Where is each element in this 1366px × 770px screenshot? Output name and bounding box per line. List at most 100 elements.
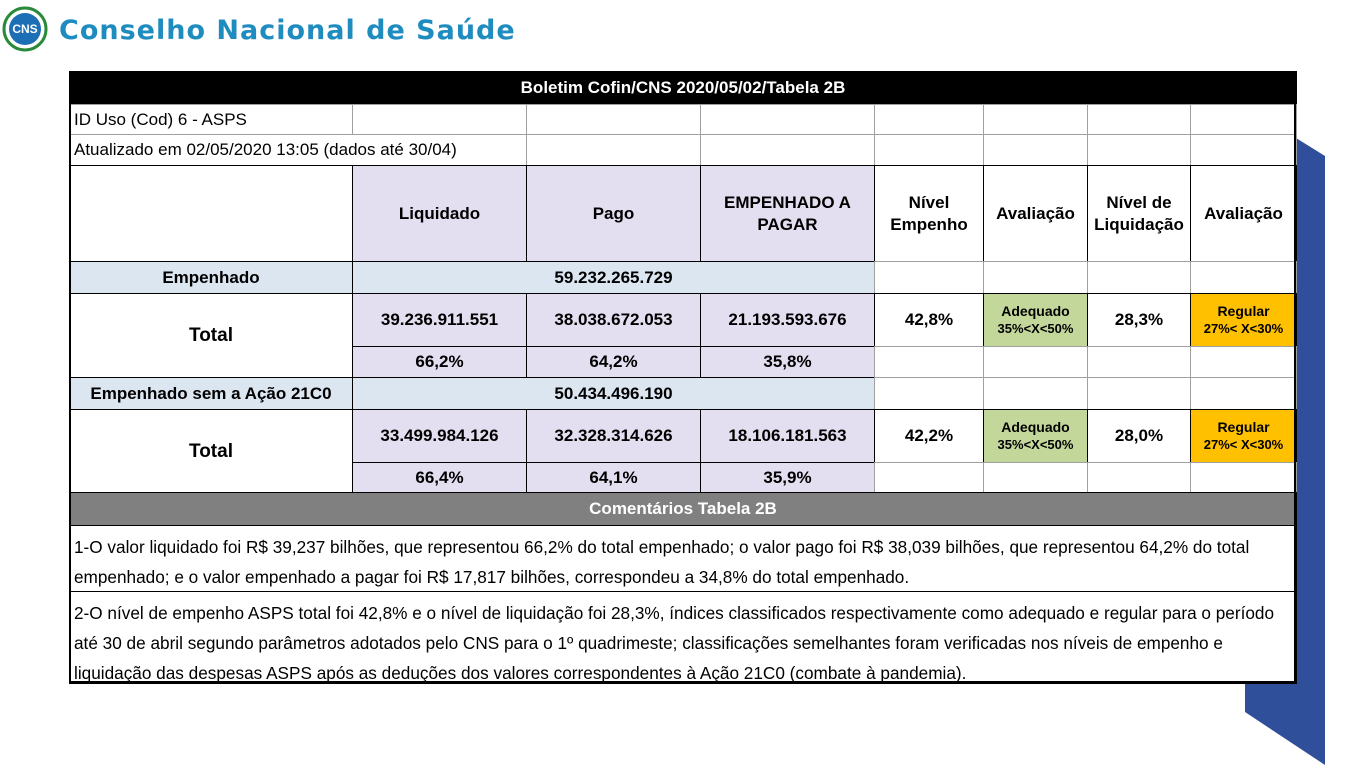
cell-text: 39.236.911.551 xyxy=(380,310,499,330)
cell-text: 35,8% xyxy=(763,352,812,372)
header-title: Conselho Nacional de Saúde xyxy=(59,15,516,46)
section-label: Empenhado sem a Ação 21C0 xyxy=(69,377,353,410)
empty-cell xyxy=(526,104,701,135)
cell-text: Empenhado sem a Ação 21C0 xyxy=(90,383,332,403)
cell-text: 27%< X<30% xyxy=(1203,436,1284,452)
empty-cell xyxy=(874,104,984,135)
cell-text: 66,4% xyxy=(415,468,464,488)
cell-text: Adequado xyxy=(1001,419,1070,436)
column-header: Avaliação xyxy=(1190,165,1297,262)
section-label: Empenhado xyxy=(69,261,353,294)
cell-text: 64,2% xyxy=(589,352,638,372)
empty-cell xyxy=(874,134,984,166)
logo-text: CNS xyxy=(12,22,37,36)
percent: 66,2% xyxy=(352,346,527,378)
cell-text: Nível Empenho xyxy=(890,193,968,234)
empenhado-value: 59.232.265.729 xyxy=(352,261,875,294)
value: 33.499.984.126 xyxy=(352,409,527,463)
logo-disc xyxy=(9,13,41,45)
percent: 35,8% xyxy=(700,346,875,378)
column-header: Nível de Liquidação xyxy=(1087,165,1191,262)
cell-text: Adequado xyxy=(1001,303,1070,320)
cell-text: Total xyxy=(189,440,233,462)
value: 32.328.314.626 xyxy=(526,409,701,463)
empty-cell xyxy=(526,134,701,166)
empty-cell xyxy=(983,104,1088,135)
cell-text: 18.106.181.563 xyxy=(728,426,847,446)
cell-text: 2-O nível de empenho ASPS total foi 42,8… xyxy=(74,603,1275,683)
cell-text: 59.232.265.729 xyxy=(554,267,673,287)
column-header: Liquidado xyxy=(352,165,527,262)
column-header: Pago xyxy=(526,165,701,262)
cell-text: Empenhado xyxy=(162,267,260,287)
empty-cell xyxy=(1087,104,1191,135)
avaliacao: Adequado 35%<X<50% xyxy=(983,409,1088,463)
value: 38.038.672.053 xyxy=(526,293,701,347)
cell-text: ID Uso (Cod) 6 - ASPS xyxy=(74,109,247,129)
cell-text: Nível de Liquidação xyxy=(1094,193,1184,234)
percent: 64,2% xyxy=(526,346,701,378)
cell-text: EMPENHADO A PAGAR xyxy=(724,193,851,234)
cell-text: 38.038.672.053 xyxy=(554,310,673,330)
cell-text: 42,2% xyxy=(904,426,954,446)
empty-cell xyxy=(1190,346,1297,378)
empty-cell xyxy=(1087,462,1191,494)
empty-cell xyxy=(1190,261,1297,294)
cell-text: 64,1% xyxy=(589,468,638,488)
empenhado-value: 50.434.496.190 xyxy=(352,377,875,410)
cell-text: Liquidado xyxy=(398,203,481,223)
empty-cell xyxy=(874,377,984,410)
column-header: EMPENHADO A PAGAR xyxy=(700,165,875,262)
empty-cell xyxy=(874,261,984,294)
empty-cell xyxy=(1087,346,1191,378)
comments-title: Comentários Tabela 2B xyxy=(69,492,1297,526)
total-label: Total xyxy=(69,293,353,378)
comment: 2-O nível de empenho ASPS total foi 42,8… xyxy=(69,591,1297,684)
cell-text: Boletim Cofin/CNS 2020/05/02/Tabela 2B xyxy=(520,78,846,98)
cell-text: Regular xyxy=(1217,303,1270,320)
cell-text: 33.499.984.126 xyxy=(380,426,499,446)
blue-shape xyxy=(1245,138,1325,765)
cell-text: 21.193.593.676 xyxy=(728,310,847,330)
avaliacao: Regular 27%< X<30% xyxy=(1190,293,1297,347)
column-header: Avaliação xyxy=(983,165,1088,262)
nivel-liquidacao: 28,3% xyxy=(1087,293,1191,347)
cell-text: Pago xyxy=(592,203,635,223)
cell-text: 28,0% xyxy=(1114,426,1164,446)
cell-text: Comentários Tabela 2B xyxy=(589,499,777,519)
empty-cell xyxy=(1190,134,1297,166)
comment: 1-O valor liquidado foi R$ 39,237 bilhõe… xyxy=(69,525,1297,592)
nivel-empenho: 42,8% xyxy=(874,293,984,347)
cell-text: 27%< X<30% xyxy=(1203,320,1284,336)
empty-cell xyxy=(983,462,1088,494)
cell-text: Regular xyxy=(1217,419,1270,436)
empty-cell xyxy=(983,134,1088,166)
percent: 66,4% xyxy=(352,462,527,494)
avaliacao: Regular 27%< X<30% xyxy=(1190,409,1297,463)
percent: 64,1% xyxy=(526,462,701,494)
empty-cell xyxy=(1087,134,1191,166)
cell-text: 50.434.496.190 xyxy=(554,383,673,403)
cell-text: 35%<X<50% xyxy=(997,320,1074,336)
cell-text: 42,8% xyxy=(904,310,954,330)
cell-text: 35,9% xyxy=(763,468,812,488)
empty-cell xyxy=(983,346,1088,378)
cell-text: 66,2% xyxy=(415,352,464,372)
cell-text: 28,3% xyxy=(1114,310,1164,330)
percent: 35,9% xyxy=(700,462,875,494)
info: ID Uso (Cod) 6 - ASPS xyxy=(69,104,353,135)
empty-cell xyxy=(1190,377,1297,410)
empty-cell xyxy=(1087,377,1191,410)
cell-text: 1-O valor liquidado foi R$ 39,237 bilhõe… xyxy=(74,537,1250,587)
empty-cell xyxy=(983,377,1088,410)
cell-text: Avaliação xyxy=(1204,203,1283,223)
cell-text: 35%<X<50% xyxy=(997,436,1074,452)
cell-text: Total xyxy=(189,324,233,346)
cell-text: Atualizado em 02/05/2020 13:05 (dados at… xyxy=(74,140,457,160)
value: 21.193.593.676 xyxy=(700,293,875,347)
empty-cell xyxy=(1087,261,1191,294)
nivel-liquidacao: 28,0% xyxy=(1087,409,1191,463)
empty-cell xyxy=(983,261,1088,294)
